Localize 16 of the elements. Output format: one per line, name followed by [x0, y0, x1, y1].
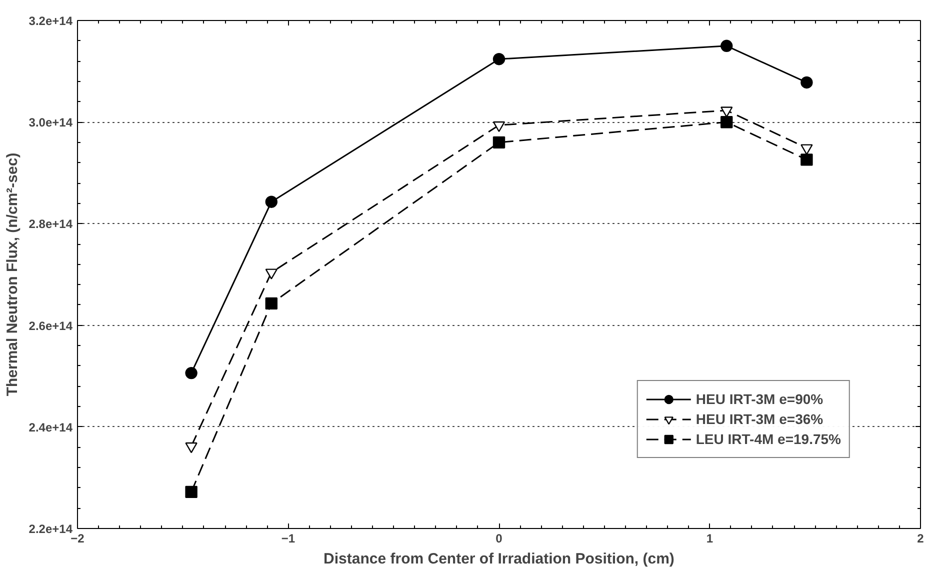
x-tick-label: 2	[917, 532, 924, 546]
x-tick-label: −1	[281, 532, 296, 546]
x-tick-label: 0	[496, 532, 503, 546]
y-tick-label: 2.2e+14	[28, 522, 73, 536]
legend-label: LEU IRT-4M e=19.75%	[696, 431, 841, 447]
x-axis-title: Distance from Center of Irradiation Position, (cm)	[324, 550, 674, 568]
y-tick-label: 2.6e+14	[28, 318, 73, 333]
y-tick-label: 2.4e+14	[28, 420, 73, 434]
legend-label: HEU IRT-3M e=90%	[696, 391, 824, 407]
y-tick-label: 3.0e+14	[28, 116, 73, 130]
y-tick-label: 2.8e+14	[28, 217, 73, 232]
x-tick-label: −2	[70, 532, 85, 546]
legend-label: HEU IRT-3M e=36%	[696, 411, 824, 427]
y-tick-label: 3.2e+14	[28, 14, 73, 28]
x-tick-label: 1	[706, 532, 714, 546]
y-axis-title: Thermal Neutron Flux, (n/cm²-sec)	[4, 152, 21, 396]
